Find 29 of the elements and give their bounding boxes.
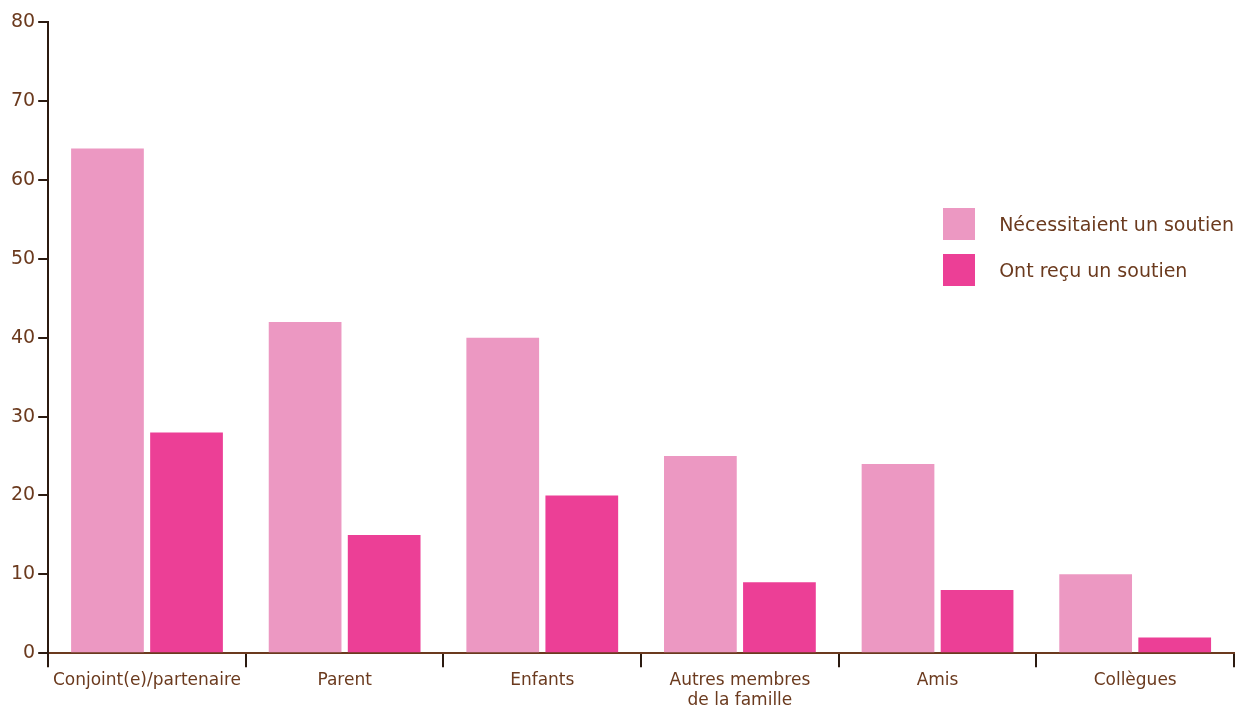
- bar: [1138, 637, 1212, 653]
- legend-label: Nécessitaient un soutien: [999, 213, 1234, 235]
- x-tick-label: Autres membres de la famille: [669, 668, 811, 710]
- x-tick-label: Enfants: [510, 668, 575, 689]
- bar: [664, 456, 737, 653]
- bar: [940, 590, 1014, 653]
- x-tick-label: Parent: [317, 668, 373, 689]
- bar: [1059, 574, 1133, 653]
- y-tick-label: 40: [10, 324, 36, 347]
- bar: [268, 322, 342, 653]
- bar: [347, 534, 421, 653]
- x-tick-label: Amis: [916, 668, 959, 689]
- y-tick-label: 10: [10, 561, 36, 584]
- bar: [71, 148, 144, 653]
- y-tick-label: 0: [23, 640, 36, 663]
- y-tick-label: 80: [10, 9, 36, 32]
- x-tick-label: Conjoint(e)/partenaire: [52, 668, 242, 689]
- y-tick-label: 30: [10, 403, 36, 426]
- legend-label: Ont reçu un soutien: [999, 259, 1188, 281]
- y-tick-label: 50: [10, 245, 36, 268]
- bar: [150, 432, 223, 653]
- y-tick-label: 60: [10, 167, 36, 190]
- y-tick-label: 20: [10, 482, 36, 505]
- bar: [466, 337, 540, 653]
- x-tick-label: Collègues: [1093, 668, 1177, 689]
- bar: [743, 582, 816, 653]
- y-tick-label: 70: [10, 88, 36, 111]
- bar: [861, 463, 935, 653]
- bar: [545, 495, 619, 653]
